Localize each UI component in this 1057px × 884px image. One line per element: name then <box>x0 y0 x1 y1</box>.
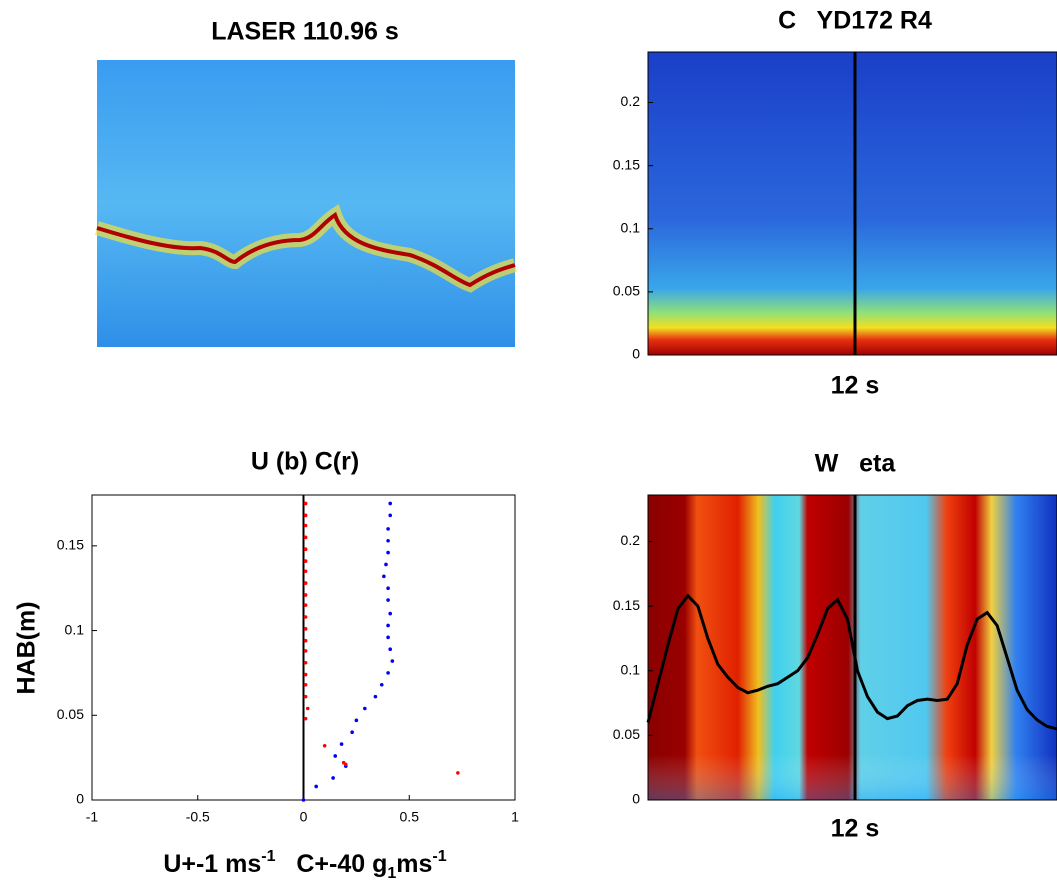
point <box>301 798 306 802</box>
point <box>390 659 395 663</box>
point <box>303 660 308 665</box>
point <box>388 647 393 651</box>
point <box>303 682 308 687</box>
point <box>379 682 384 687</box>
point <box>388 501 393 506</box>
point <box>386 623 390 628</box>
x-tick-label: 0.5 <box>400 809 420 825</box>
x-tick-label: -0.5 <box>186 809 210 825</box>
point <box>303 559 308 563</box>
x-axis-label-part: ms <box>396 850 432 878</box>
point <box>305 706 310 711</box>
chart-title: U (b) C(r) <box>251 448 359 476</box>
point <box>386 538 390 543</box>
axes-frame <box>647 51 1057 356</box>
x-axis-label: 12 s <box>831 815 880 843</box>
point <box>303 535 308 540</box>
point <box>314 784 318 789</box>
y-tick-label: 0.2 <box>621 532 641 548</box>
point <box>322 743 327 748</box>
y-tick-label: 0 <box>632 346 640 362</box>
point <box>373 694 378 699</box>
axes-frame <box>647 494 1057 801</box>
point <box>344 762 348 767</box>
point <box>354 718 359 723</box>
point <box>386 586 390 590</box>
point <box>339 742 344 746</box>
x-axis-label: 12 s <box>831 372 880 400</box>
point <box>388 513 393 518</box>
point <box>303 649 308 653</box>
chart-title: LASER 110.96 s <box>211 18 399 46</box>
chart-title: W eta <box>815 450 897 478</box>
x-axis-label-part: -1 <box>261 848 275 865</box>
y-tick-label: 0.1 <box>65 621 85 637</box>
y-tick-label: 0.2 <box>621 93 641 109</box>
heatmap <box>648 52 1057 355</box>
point <box>382 574 386 579</box>
y-tick-label: 0.15 <box>613 597 640 613</box>
x-tick-label: 1 <box>511 809 519 825</box>
point <box>331 776 335 780</box>
y-tick-label: 0.05 <box>613 283 640 299</box>
y-tick-label: 0 <box>76 791 84 807</box>
point <box>333 754 338 758</box>
x-axis-label: U+-1 ms-1 C+-40 g1ms-1 <box>163 848 446 882</box>
point <box>386 598 390 602</box>
point <box>303 615 308 619</box>
point <box>303 523 308 528</box>
point <box>303 638 308 643</box>
laser-image <box>97 60 515 347</box>
y-tick-label: 0.15 <box>613 156 640 172</box>
point <box>303 501 308 506</box>
y-tick-label: 0.15 <box>57 537 84 553</box>
eta-line <box>646 593 1057 731</box>
point <box>303 716 308 721</box>
point <box>384 562 388 567</box>
point <box>303 513 308 518</box>
y-tick-label: 0.1 <box>621 219 641 235</box>
y-tick-label: 0.05 <box>613 726 640 742</box>
point <box>303 672 308 677</box>
point <box>303 593 308 597</box>
point <box>303 627 308 631</box>
point <box>386 527 390 531</box>
x-axis-label-part: -1 <box>432 848 446 865</box>
y-tick-label: 0 <box>632 791 640 807</box>
point <box>303 547 308 552</box>
point <box>388 611 393 616</box>
point <box>303 694 308 699</box>
x-axis-label-part: U+-1 ms <box>163 850 261 878</box>
y-tick-label: 0.1 <box>621 661 641 677</box>
point <box>303 581 308 585</box>
point <box>303 569 308 574</box>
point <box>386 550 390 555</box>
y-tick-label: 0.05 <box>57 706 84 722</box>
point <box>456 771 460 775</box>
point <box>303 603 308 607</box>
chart-title: C YD172 R4 <box>778 7 932 35</box>
x-tick-label: 0 <box>300 809 308 825</box>
x-axis-label-part: 1 <box>387 865 396 882</box>
y-axis-label: HAB(m) <box>13 601 41 694</box>
point <box>386 635 390 640</box>
point <box>363 706 367 711</box>
laser-line <box>96 211 516 288</box>
x-tick-label: -1 <box>86 809 99 825</box>
x-axis-label-part: C+-40 g <box>276 850 388 878</box>
point <box>350 730 354 735</box>
point <box>386 671 390 675</box>
